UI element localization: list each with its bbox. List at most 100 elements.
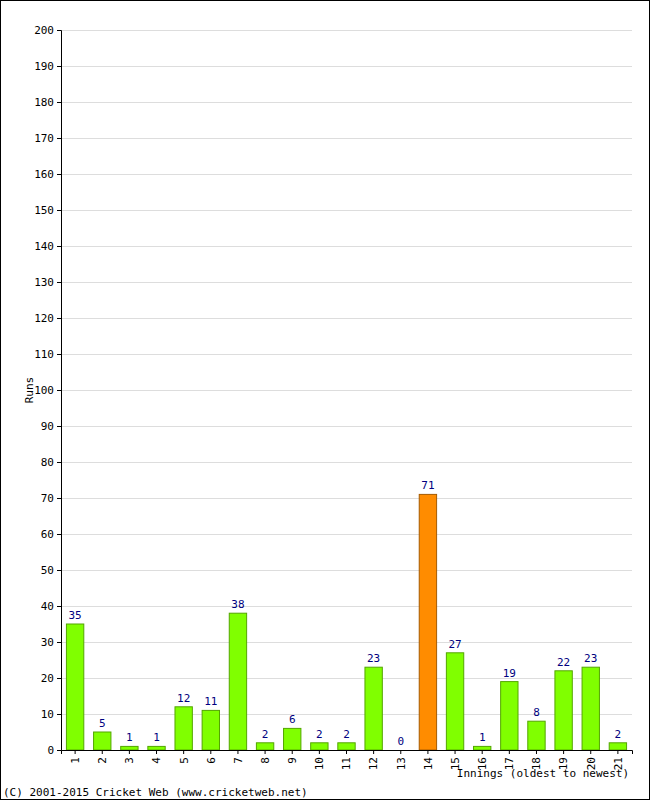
x-tick: 14 [422, 750, 435, 770]
tick-label: 12 [367, 757, 380, 770]
grid-line [61, 714, 632, 715]
tick-label: 70 [41, 492, 54, 505]
bar [284, 728, 301, 750]
tick-mark [237, 750, 238, 754]
bar [419, 494, 436, 750]
grid-line [61, 102, 632, 103]
tick-mark [57, 210, 61, 211]
tick-label: 9 [286, 757, 299, 764]
tick-mark [57, 318, 61, 319]
x-tick: 11 [340, 750, 353, 770]
y-tick: 40 [41, 600, 61, 613]
tick-mark [57, 354, 61, 355]
frame [1, 1, 650, 800]
grid-line [61, 138, 632, 139]
tick-mark [156, 750, 157, 754]
y-tick: 80 [41, 456, 61, 469]
axis-line [57, 31, 62, 751]
tick-label: 2 [96, 757, 109, 764]
y-tick: 170 [34, 132, 61, 145]
tick-label: 60 [41, 528, 54, 541]
y-tick: 70 [41, 492, 61, 505]
bar [582, 667, 599, 750]
y-tick: 50 [41, 564, 61, 577]
tick-mark [57, 498, 61, 499]
y-tick: 100 [34, 384, 61, 397]
tick-mark [102, 750, 103, 754]
tick-label: 5 [178, 757, 191, 764]
y-tick: 200 [34, 24, 61, 37]
x-tick: 12 [367, 750, 380, 770]
tick-mark [57, 606, 61, 607]
data-label: 2 [615, 728, 622, 741]
y-tick: 60 [41, 528, 61, 541]
data-label: 1 [479, 731, 486, 744]
bar [256, 743, 273, 750]
grid-line [61, 30, 632, 31]
grid-line [61, 210, 632, 211]
tick-mark [292, 750, 293, 754]
x-tick: 1 [69, 750, 82, 764]
bar [528, 721, 545, 750]
y-tick: 0 [47, 744, 61, 757]
y-tick: 30 [41, 636, 61, 649]
tick-label: 80 [41, 456, 54, 469]
tick-label: 150 [34, 204, 54, 217]
grid-line [61, 174, 632, 175]
grid-line [61, 390, 632, 391]
tick-mark [57, 282, 61, 283]
tick-label: 120 [34, 312, 54, 325]
x-tick: 4 [150, 750, 163, 764]
tick-label: 11 [340, 757, 353, 770]
data-label: 2 [316, 728, 323, 741]
tick-label: 160 [34, 168, 54, 181]
tick-mark [57, 534, 61, 535]
tick-label: 100 [34, 384, 54, 397]
tick-label: 190 [34, 60, 54, 73]
data-label: 27 [448, 638, 461, 651]
tick-mark [617, 750, 618, 754]
data-label: 8 [533, 706, 540, 719]
y-axis: 0102030405060708090100110120130140150160… [34, 24, 61, 757]
tick-label: 40 [41, 600, 54, 613]
grid-line [61, 282, 632, 283]
data-label: 1 [126, 731, 133, 744]
bar [338, 743, 355, 750]
tick-mark [57, 678, 61, 679]
annotation: (C) 2001-2015 Cricket Web (www.cricketwe… [3, 786, 308, 799]
tick-mark [57, 714, 61, 715]
tick-label: 14 [422, 757, 435, 771]
bars [66, 494, 626, 750]
x-tick: 13 [395, 750, 408, 770]
tick-mark [346, 750, 347, 754]
grid [61, 31, 632, 751]
y-tick: 130 [34, 276, 61, 289]
bar [501, 682, 518, 750]
grid-line [61, 534, 632, 535]
grid-line [61, 66, 632, 67]
data-label: 12 [177, 692, 190, 705]
grid-line [61, 318, 632, 319]
tick-mark [57, 642, 61, 643]
bar [202, 710, 219, 750]
tick-mark [455, 750, 456, 754]
tick-mark [265, 750, 266, 754]
chart: 3551112113826222307127119822232010203040… [0, 0, 650, 800]
y-axis-title: Runs [23, 377, 36, 404]
tick-mark [210, 750, 211, 754]
tick-mark [57, 66, 61, 67]
tick-mark [373, 750, 374, 754]
grid-line [61, 426, 632, 427]
tick-mark [57, 30, 61, 31]
tick-label: 6 [205, 757, 218, 764]
bar [392, 750, 409, 751]
tick-mark [400, 750, 401, 754]
tick-mark [129, 750, 130, 754]
tick-mark [57, 750, 61, 751]
x-axis-title: Innings (oldest to newest) [457, 767, 629, 780]
bar [66, 624, 83, 750]
tick-mark [57, 102, 61, 103]
tick-label: 110 [34, 348, 54, 361]
tick-label: 140 [34, 240, 54, 253]
tick-mark [563, 750, 564, 754]
